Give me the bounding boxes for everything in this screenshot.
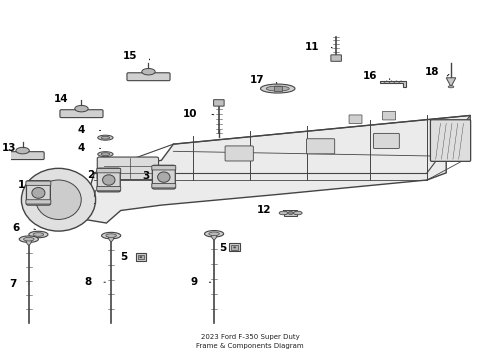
- Text: 8: 8: [85, 277, 92, 287]
- Ellipse shape: [204, 230, 223, 237]
- Ellipse shape: [279, 211, 288, 215]
- Text: 5: 5: [219, 243, 226, 253]
- Text: 17: 17: [250, 75, 264, 85]
- FancyBboxPatch shape: [152, 166, 176, 170]
- FancyBboxPatch shape: [98, 168, 120, 192]
- Text: 11: 11: [305, 42, 319, 52]
- Bar: [284, 210, 297, 216]
- FancyBboxPatch shape: [331, 55, 342, 61]
- Text: 4: 4: [77, 143, 85, 153]
- FancyBboxPatch shape: [373, 134, 399, 148]
- Text: 9: 9: [190, 277, 197, 287]
- FancyBboxPatch shape: [26, 200, 51, 204]
- Bar: [136, 253, 146, 261]
- Ellipse shape: [142, 68, 155, 75]
- Ellipse shape: [98, 152, 113, 157]
- Ellipse shape: [261, 84, 295, 93]
- FancyBboxPatch shape: [97, 186, 121, 191]
- Text: 5: 5: [121, 252, 128, 262]
- Ellipse shape: [98, 135, 113, 140]
- FancyBboxPatch shape: [349, 115, 362, 123]
- Ellipse shape: [448, 86, 454, 88]
- Ellipse shape: [32, 188, 45, 198]
- Text: 4: 4: [77, 125, 85, 135]
- Polygon shape: [446, 78, 456, 87]
- Ellipse shape: [266, 86, 289, 91]
- Text: 2023 Ford F-350 Super Duty
Frame & Components Diagram: 2023 Ford F-350 Super Duty Frame & Compo…: [196, 334, 304, 348]
- FancyBboxPatch shape: [26, 181, 50, 205]
- Polygon shape: [25, 239, 32, 246]
- Text: 14: 14: [53, 94, 68, 104]
- Polygon shape: [211, 234, 218, 240]
- Ellipse shape: [33, 233, 44, 236]
- Bar: [138, 255, 144, 260]
- Ellipse shape: [101, 136, 110, 139]
- FancyBboxPatch shape: [214, 100, 224, 106]
- Polygon shape: [380, 81, 406, 87]
- Ellipse shape: [101, 153, 110, 156]
- Text: 2: 2: [87, 170, 95, 180]
- Text: 3: 3: [142, 171, 149, 181]
- FancyBboxPatch shape: [152, 165, 175, 189]
- Text: 6: 6: [12, 224, 19, 233]
- Ellipse shape: [24, 237, 34, 241]
- Ellipse shape: [19, 236, 38, 242]
- Text: 10: 10: [183, 109, 197, 119]
- Text: 7: 7: [9, 279, 16, 289]
- Text: 16: 16: [362, 71, 377, 81]
- Ellipse shape: [106, 234, 117, 237]
- Polygon shape: [85, 116, 470, 223]
- FancyBboxPatch shape: [430, 120, 470, 161]
- Circle shape: [288, 211, 293, 215]
- Text: 12: 12: [257, 206, 271, 216]
- FancyBboxPatch shape: [97, 168, 121, 173]
- Ellipse shape: [36, 180, 81, 220]
- FancyBboxPatch shape: [383, 111, 395, 120]
- Ellipse shape: [22, 168, 96, 231]
- Ellipse shape: [102, 175, 115, 185]
- Text: 13: 13: [2, 143, 16, 153]
- FancyBboxPatch shape: [1, 152, 44, 159]
- Ellipse shape: [75, 105, 88, 112]
- Ellipse shape: [101, 232, 121, 239]
- Circle shape: [233, 247, 236, 248]
- Ellipse shape: [29, 231, 48, 238]
- FancyBboxPatch shape: [306, 139, 335, 154]
- FancyBboxPatch shape: [127, 73, 170, 81]
- Ellipse shape: [294, 211, 302, 215]
- Bar: [274, 86, 282, 91]
- FancyBboxPatch shape: [225, 146, 253, 161]
- Bar: [231, 245, 238, 250]
- Text: 1: 1: [18, 180, 25, 190]
- FancyBboxPatch shape: [26, 181, 51, 185]
- Bar: [229, 243, 240, 251]
- Polygon shape: [108, 235, 115, 242]
- FancyBboxPatch shape: [60, 110, 103, 118]
- FancyBboxPatch shape: [98, 157, 159, 180]
- Ellipse shape: [158, 172, 170, 182]
- Circle shape: [140, 256, 142, 258]
- Text: 18: 18: [424, 67, 439, 77]
- Text: 15: 15: [123, 51, 138, 61]
- Ellipse shape: [16, 147, 29, 154]
- Ellipse shape: [209, 232, 220, 235]
- FancyBboxPatch shape: [152, 184, 176, 188]
